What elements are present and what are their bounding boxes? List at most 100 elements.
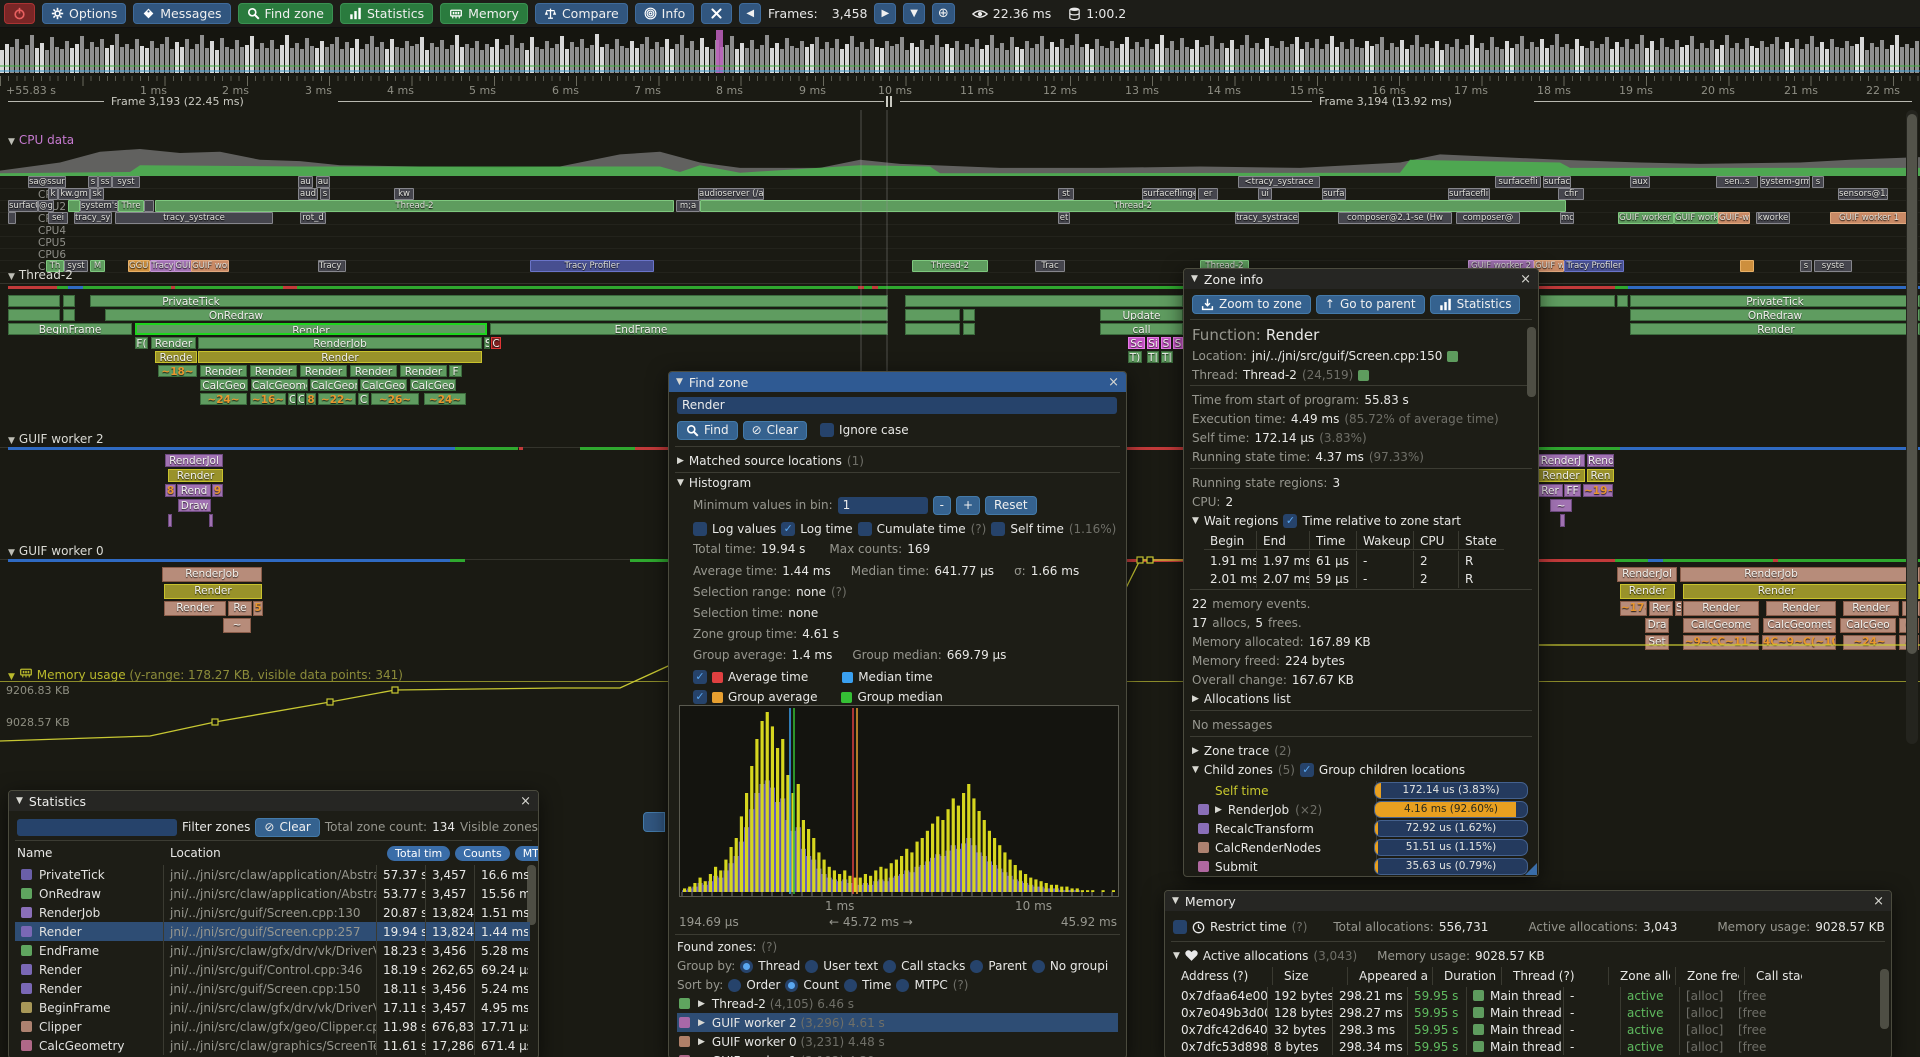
memory-scrollbar[interactable] [1880, 969, 1889, 1029]
timeline-zone[interactable]: C [358, 393, 369, 405]
cpu-zone-fragment[interactable]: surfac [1543, 176, 1571, 188]
cpu-zone-fragment[interactable]: Thread-2 [155, 200, 674, 212]
cpu-zone-fragment[interactable]: surfaceflinger [1142, 188, 1196, 200]
timeline-zone[interactable]: ~16~ [250, 393, 286, 405]
timeline-zone[interactable]: Ren [1587, 469, 1614, 482]
cpu-zone-fragment[interactable]: sensors@1.0-ser [1838, 188, 1888, 200]
checkbox[interactable] [991, 522, 1006, 536]
timeline-zone[interactable]: OnRedraw [105, 309, 888, 321]
cpu-zone-fragment[interactable]: Tracy | [318, 260, 346, 272]
checkbox[interactable]: ✓ [693, 690, 707, 704]
timeline-zone[interactable]: RenderJob [162, 567, 262, 582]
timeline-zone[interactable] [63, 295, 75, 307]
cpu-zone-fragment[interactable] [1740, 260, 1754, 272]
allocation-row[interactable]: 0x7dfc53d898 8 bytes 298.34 ms 59.95 s Main … [1181, 1038, 1767, 1055]
go-to-parent-button[interactable]: ↑ Go to parent [1315, 294, 1425, 314]
radio-button[interactable] [844, 978, 858, 992]
timeline-zone[interactable] [1540, 295, 1615, 307]
timeline-zone[interactable] [963, 309, 975, 321]
column-mtpc[interactable]: MTPC [514, 845, 538, 861]
expander-triangle-icon[interactable]: ▼ [1192, 765, 1199, 775]
cpu-zone-fragment[interactable]: surfac [1322, 188, 1346, 200]
timeline-zone[interactable]: CalcGeo [1840, 618, 1896, 633]
timeline-zone[interactable]: Render [198, 351, 482, 363]
timeline-zone[interactable]: ~ [1550, 499, 1572, 512]
cpu-zone-fragment[interactable]: surfaceflinger [1448, 188, 1490, 200]
timeline-zone[interactable]: Render [250, 365, 297, 377]
timeline-zone[interactable]: Render [350, 365, 397, 377]
cpu-zone-fragment[interactable]: kw [394, 188, 414, 200]
filter-zones-input[interactable] [17, 818, 177, 836]
timeline-zone[interactable]: Rer [1537, 484, 1563, 497]
cpu-zone-fragment[interactable]: GUIF work [1674, 212, 1718, 224]
cpu-zone-fragment[interactable]: sa@ssurf [28, 176, 66, 188]
radio-button[interactable] [805, 959, 819, 973]
cpu-zone-fragment[interactable]: @g( [38, 200, 54, 212]
timeline-zone[interactable]: Render [1683, 584, 1920, 599]
time-ruler[interactable]: +55.83 s 1 ms 2 ms 3 ms 4 ms 5 ms 6 ms 7 ms 8 ms… [0, 76, 1920, 97]
timeline-zone[interactable]: Rend [177, 484, 211, 497]
column-total-time[interactable]: Total tim [387, 845, 451, 861]
cpu-zone-fragment[interactable] [8, 212, 16, 224]
statistics-button[interactable]: Statistics [339, 3, 434, 24]
timeline-zone[interactable]: ~18~ [158, 365, 197, 377]
options-button[interactable]: Options [42, 3, 127, 24]
column-counts[interactable]: Counts [455, 845, 510, 861]
expander-triangle-icon[interactable]: ▶ [1192, 694, 1199, 704]
timeline-zone[interactable] [209, 514, 213, 527]
statistics-scrollbar[interactable] [527, 865, 536, 925]
child-zone-row[interactable]: RecalcTransform 72.92 us (1.62%) [1198, 819, 1528, 838]
cpu-zone-fragment[interactable]: md [1560, 212, 1574, 224]
timeline-zone[interactable]: EndFrame [490, 323, 888, 335]
cpu-zone-fragment[interactable]: sk [90, 188, 104, 200]
timeline-zone[interactable]: call [1100, 323, 1183, 335]
found-zone-group[interactable]: ▶ GUIF worker 2 (3,296) 4.61 s [677, 1013, 1118, 1032]
min-bin-reset-button[interactable]: Reset [985, 495, 1037, 515]
cpu-zone-fragment[interactable]: au [298, 176, 313, 188]
timeline-zone[interactable]: RenderJob [198, 337, 482, 349]
histogram-options[interactable]: Log values ✓ Log time Cumulate time (?) Self … [693, 520, 1116, 538]
timeline-zone[interactable]: CalcGeo [200, 379, 248, 391]
table-row[interactable]: RenderJob jni/../jni/src/guif/Screen.cpp:… [15, 903, 530, 922]
close-icon[interactable]: × [520, 793, 531, 809]
cpu-zone-fragment[interactable]: surfacefli [1495, 176, 1541, 188]
timeline-zone[interactable]: S [1173, 337, 1183, 349]
child-zone-row[interactable]: Submit 35.63 us (0.79%) [1198, 857, 1528, 876]
legend-group-average-median[interactable]: ✓ Group average Group median [693, 688, 943, 706]
find-button[interactable]: Find [677, 420, 738, 440]
timeline-zone[interactable]: Render [1766, 601, 1836, 616]
cpu-zone-fragment[interactable]: Thread-2 [912, 260, 988, 272]
cpu-zone-fragment[interactable]: GGUIF [128, 260, 150, 272]
expander-triangle-icon[interactable]: ▼ [677, 478, 684, 488]
timeline-zone[interactable]: RenderJob [1680, 567, 1920, 582]
table-row[interactable]: Clipper jni/../jni/src/claw/gfx/geo/Clipp… [15, 1017, 530, 1036]
allocation-row[interactable]: 0x7dfaa64e00 192 bytes 298.21 ms 59.95 s Mai… [1181, 987, 1767, 1004]
timeline-zone[interactable] [8, 309, 60, 321]
checkbox[interactable] [1173, 920, 1187, 934]
clear-button[interactable]: ⊘ Clear [742, 420, 808, 440]
cpu-zone-fragment[interactable]: rot_d [300, 212, 326, 224]
checkbox[interactable]: ✓ [781, 522, 796, 536]
timeline-zone[interactable]: Draw [178, 499, 211, 512]
next-frame-button[interactable]: ▶ [874, 3, 897, 24]
cpu-zone-fragment[interactable] [144, 200, 154, 212]
ignore-case-checkbox[interactable] [820, 423, 835, 437]
radio-button[interactable] [896, 978, 910, 992]
cpu-zone-fragment[interactable]: syst [112, 176, 140, 188]
timeline-zone[interactable]: CalcGeo [410, 379, 456, 391]
timeline-zone[interactable]: Render [300, 365, 347, 377]
cpu-zone-fragment[interactable]: Tracy Profiler [1564, 260, 1624, 272]
timeline-zone[interactable]: Render [164, 601, 226, 616]
timeline-zone[interactable]: Render [200, 365, 247, 377]
cpu-zone-fragment[interactable]: system'se [80, 200, 118, 212]
find-zone-button[interactable]: Find zone [237, 3, 333, 24]
sort-by-options[interactable]: Sort by: Order Count Time MTPC (?) [677, 978, 969, 992]
cpu-zone-fragment[interactable]: syst [64, 260, 88, 272]
timeline-zone[interactable] [8, 295, 60, 307]
prev-frame-button[interactable]: ◀ [739, 3, 762, 24]
child-zone-row[interactable]: ▶ RenderJob (×2) 4.16 ms (92.60%) [1198, 800, 1528, 819]
found-zone-group[interactable]: ▶ Thread-2 (4,105) 6.46 s [677, 994, 1118, 1013]
cpu-zone-fragment[interactable]: s [320, 188, 330, 200]
timeline-zone[interactable]: ~24~ [424, 393, 466, 405]
cpu-zone-fragment[interactable]: s [88, 176, 98, 188]
